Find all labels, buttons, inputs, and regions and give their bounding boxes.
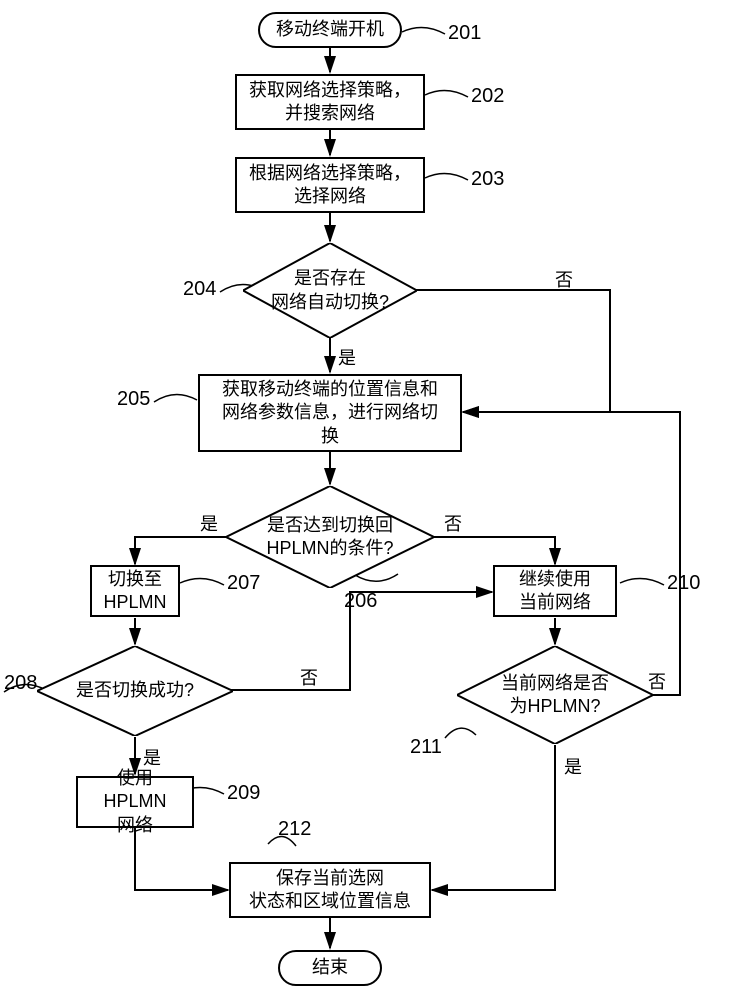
node-204: 是否存在 网络自动切换? xyxy=(243,243,417,338)
node-209: 使用HPLMN 网络 xyxy=(76,776,194,828)
node-206: 是否达到切换回 HPLMN的条件? xyxy=(226,486,434,588)
node-209-label: 使用HPLMN 网络 xyxy=(86,767,184,837)
tag-206: 206 xyxy=(344,590,377,613)
node-202: 获取网络选择策略， 并搜索网络 xyxy=(235,74,425,130)
tag-203: 203 xyxy=(471,168,504,191)
node-end-label: 结束 xyxy=(312,956,348,979)
edge-204-no: 否 xyxy=(555,266,573,292)
node-207-label: 切换至 HPLMN xyxy=(103,568,166,615)
node-204-label: 是否存在 网络自动切换? xyxy=(271,267,389,314)
node-210-label: 继续使用 当前网络 xyxy=(519,568,591,615)
node-202-label: 获取网络选择策略， 并搜索网络 xyxy=(249,79,411,126)
node-212: 保存当前选网 状态和区域位置信息 xyxy=(229,862,431,918)
node-212-label: 保存当前选网 状态和区域位置信息 xyxy=(249,867,411,914)
node-start-label: 移动终端开机 xyxy=(276,18,384,41)
node-205: 获取移动终端的位置信息和 网络参数信息，进行网络切 换 xyxy=(198,374,462,452)
edge-206-no: 否 xyxy=(444,510,462,536)
tag-209: 209 xyxy=(227,782,260,805)
node-203: 根据网络选择策略， 选择网络 xyxy=(235,157,425,213)
node-207: 切换至 HPLMN xyxy=(90,565,180,617)
node-start: 移动终端开机 xyxy=(258,12,402,48)
tag-202: 202 xyxy=(471,85,504,108)
node-208: 是否切换成功? xyxy=(37,646,233,736)
node-206-label: 是否达到切换回 HPLMN的条件? xyxy=(266,514,393,561)
tag-208: 208 xyxy=(4,672,37,695)
edge-204-yes: 是 xyxy=(338,344,356,370)
edge-208-no: 否 xyxy=(300,664,318,690)
node-211-label: 当前网络是否 为HPLMN? xyxy=(501,672,609,719)
node-211: 当前网络是否 为HPLMN? xyxy=(457,646,653,744)
node-208-label: 是否切换成功? xyxy=(76,679,194,702)
edge-206-yes: 是 xyxy=(200,510,218,536)
node-205-label: 获取移动终端的位置信息和 网络参数信息，进行网络切 换 xyxy=(222,378,438,448)
tag-205: 205 xyxy=(117,388,150,411)
tag-211: 211 xyxy=(410,736,442,759)
tag-201: 201 xyxy=(448,22,481,45)
node-end: 结束 xyxy=(278,950,382,986)
tag-212: 212 xyxy=(278,818,311,841)
edge-211-yes: 是 xyxy=(564,753,582,779)
node-210: 继续使用 当前网络 xyxy=(493,565,617,617)
tag-204: 204 xyxy=(183,278,216,301)
tag-210: 210 xyxy=(667,572,700,595)
node-203-label: 根据网络选择策略， 选择网络 xyxy=(249,162,411,209)
